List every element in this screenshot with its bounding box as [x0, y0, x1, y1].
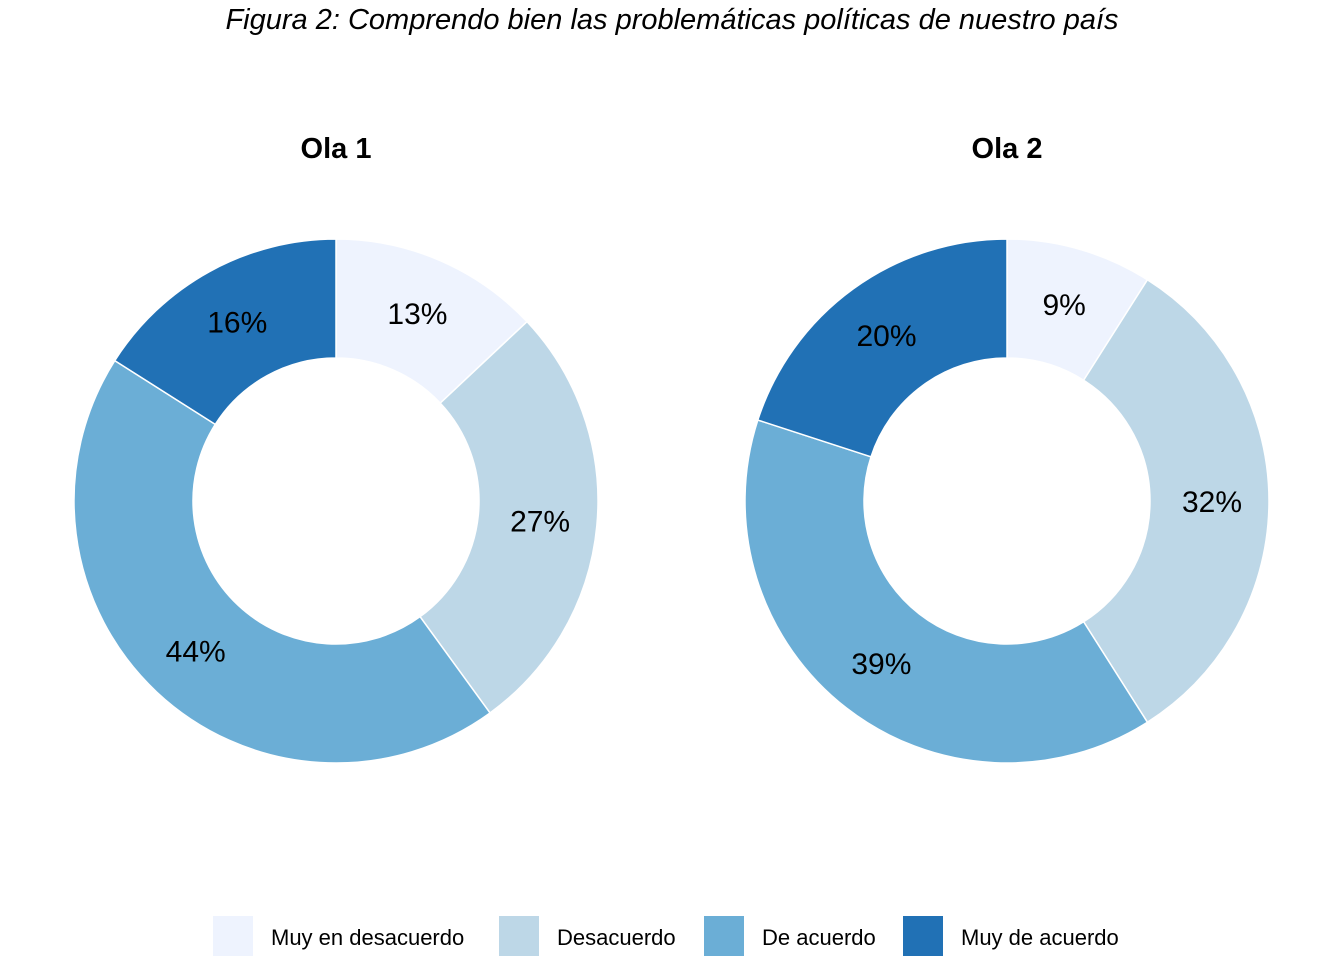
legend-label: Desacuerdo — [557, 925, 676, 950]
slice-label: 27% — [510, 505, 570, 538]
slice-label: 20% — [856, 320, 916, 353]
chart-title: Ola 2 — [972, 133, 1043, 165]
donut-charts: Ola 1 13% 27% 44% 16% Ola 2 9% 32% 39% 20% — [73, 133, 1270, 764]
legend-label: Muy en desacuerdo — [271, 925, 465, 950]
donut-slice — [419, 320, 599, 715]
donut-slice — [756, 238, 1008, 458]
legend: Muy en desacuerdo Desacuerdo De acuerdo … — [0, 916, 1344, 958]
donut-chart-1: Ola 1 13% 27% 44% 16% — [73, 133, 599, 764]
donut-slice — [73, 359, 492, 764]
legend-label: Muy de acuerdo — [961, 925, 1119, 950]
slice-label: 39% — [851, 648, 911, 681]
legend-swatch — [903, 916, 943, 956]
slice-label: 13% — [387, 298, 447, 331]
donut-slice — [744, 419, 1149, 764]
slice-label: 16% — [207, 306, 267, 339]
figure-title: Figura 2: Comprendo bien las problemátic… — [225, 4, 1119, 36]
legend-swatch — [213, 916, 253, 956]
donut-slice — [1082, 278, 1270, 724]
donut-chart-2: Ola 2 9% 32% 39% 20% — [744, 133, 1270, 764]
slice-label: 9% — [1043, 289, 1086, 322]
donut-slice — [113, 238, 337, 426]
chart-title: Ola 1 — [301, 133, 372, 165]
slice-label: 32% — [1182, 486, 1242, 519]
legend-swatch — [499, 916, 539, 956]
legend-label: De acuerdo — [762, 925, 876, 950]
slice-label: 44% — [166, 635, 226, 668]
legend-swatch — [704, 916, 744, 956]
